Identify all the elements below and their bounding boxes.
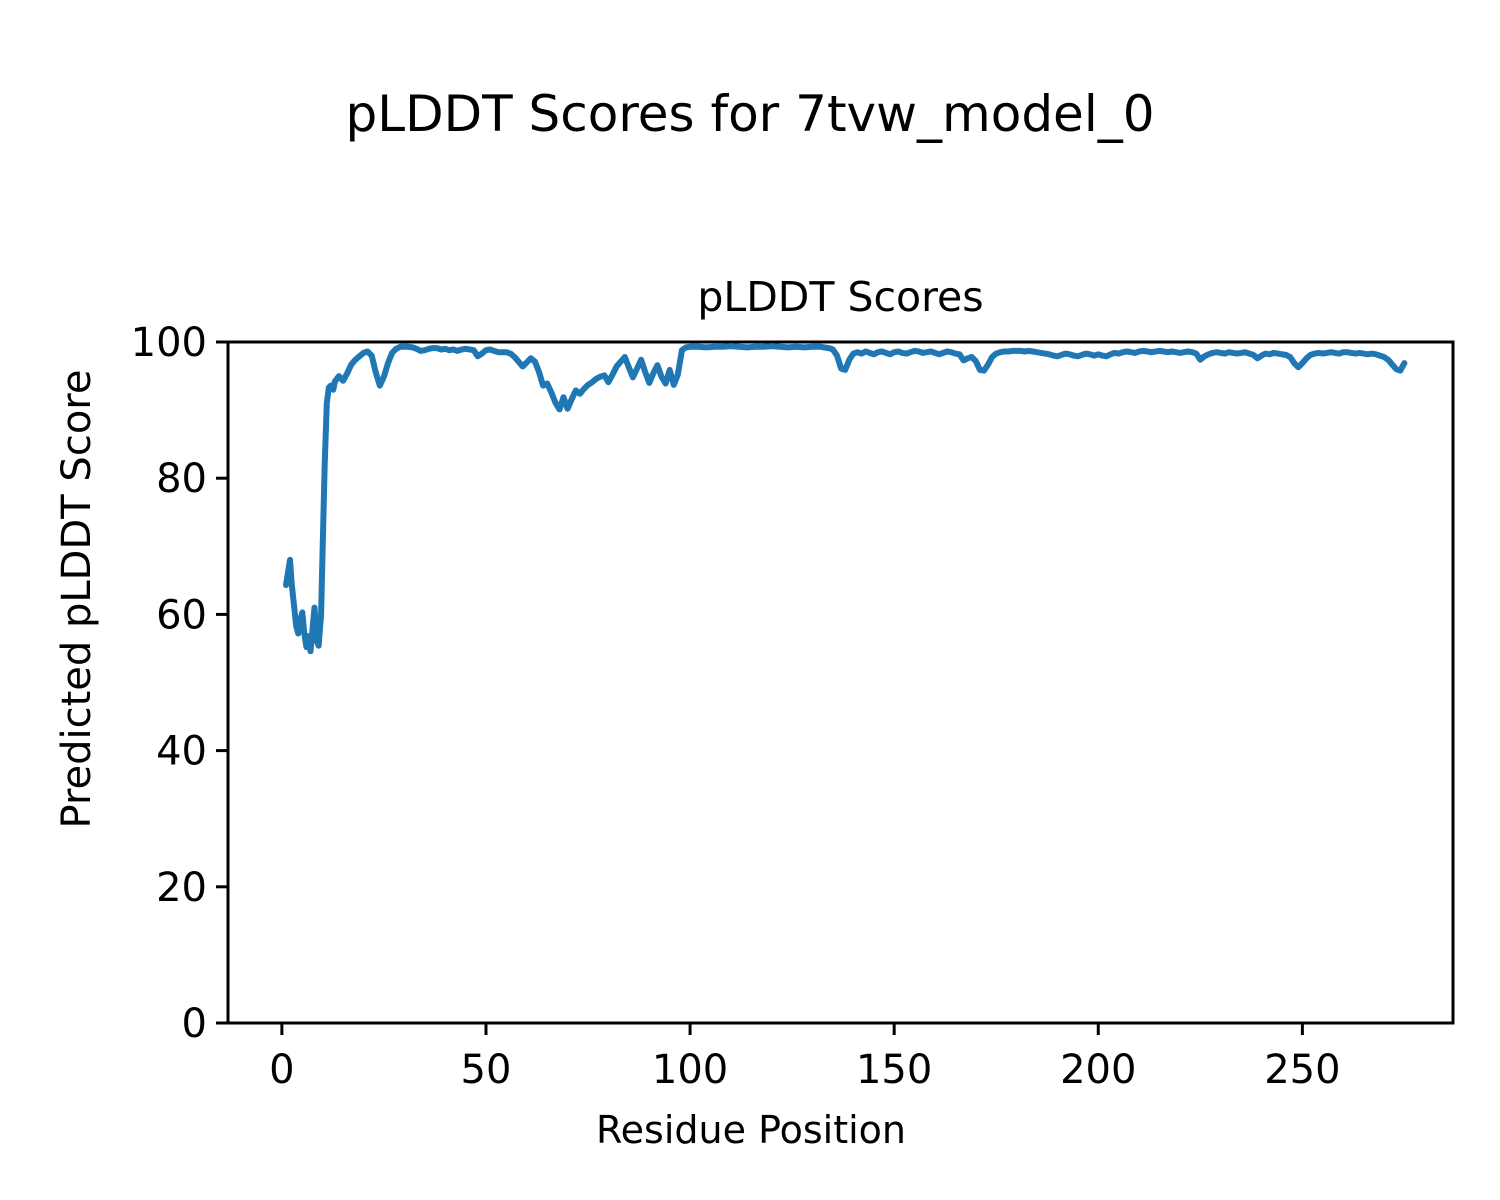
y-tick-label: 100: [131, 320, 207, 366]
x-tick-label: 250: [1264, 1047, 1340, 1093]
x-tick-label: 50: [461, 1047, 512, 1093]
figure-suptitle: pLDDT Scores for 7tvw_model_0: [345, 85, 1155, 143]
y-tick-label: 0: [182, 1001, 207, 1047]
y-tick-label: 60: [156, 592, 207, 638]
plddt-line: [283, 343, 1408, 655]
y-tick-label: 80: [156, 456, 207, 502]
x-tick-label: 150: [856, 1047, 932, 1093]
axes-title: pLDDT Scores: [697, 273, 984, 321]
y-tick-label: 20: [156, 865, 207, 911]
x-tick-label: 0: [269, 1047, 294, 1093]
y-tick-label: 40: [156, 729, 207, 775]
x-axis-label: Residue Position: [595, 1108, 907, 1152]
x-tick-label: 100: [652, 1047, 728, 1093]
x-tick-label: 200: [1060, 1047, 1136, 1093]
axes-frame: [226, 340, 1455, 1025]
